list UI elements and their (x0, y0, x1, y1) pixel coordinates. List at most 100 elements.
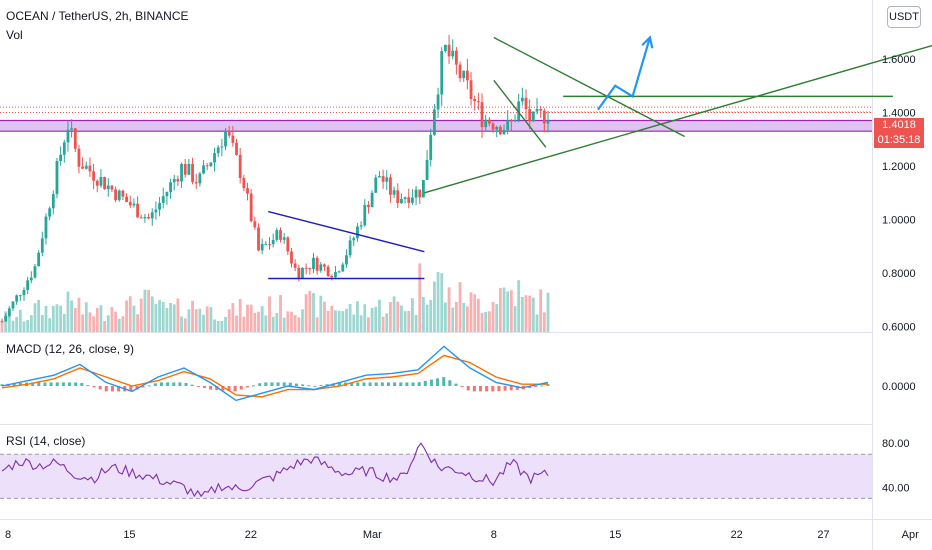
volume-bar (502, 287, 506, 332)
macd-histogram-bar (368, 382, 372, 386)
candle-body (513, 120, 517, 122)
time-tick-label: 8 (491, 529, 497, 541)
candle-body (535, 108, 539, 112)
volume-bar (451, 307, 455, 332)
volume-bar (51, 305, 55, 332)
volume-bar (407, 310, 411, 332)
candle-body (447, 44, 451, 57)
volume-bar (370, 307, 374, 332)
volume-bar (454, 301, 458, 332)
macd-histogram-bar (356, 382, 360, 386)
candle-body (348, 240, 352, 256)
macd-histogram-bar (515, 386, 519, 390)
volume-bar (312, 293, 315, 332)
candle-body (246, 188, 249, 194)
price-tick-label: 1.4000 (882, 107, 916, 119)
candle-body (381, 176, 385, 182)
candle-body (18, 295, 22, 297)
macd-histogram-bar (491, 386, 495, 392)
volume-bar (183, 318, 187, 332)
macd-histogram-bar (442, 377, 446, 386)
macd-histogram-bar (141, 386, 145, 388)
volume-bar (484, 311, 488, 332)
macd-histogram-bar (215, 386, 219, 391)
time-tick-label: 8 (5, 529, 11, 541)
volume-bar (92, 316, 96, 332)
time-tick-label: 15 (609, 529, 621, 541)
volume-bar (220, 320, 224, 332)
candle-body (260, 243, 264, 251)
candle-body (77, 148, 81, 167)
volume-bar (18, 309, 22, 332)
candle-body (315, 257, 319, 271)
drawings (268, 35, 932, 280)
candle-body (154, 209, 158, 213)
macd-histogram-bar (110, 386, 114, 392)
symbol-title: OCEAN / TetherUS, 2h, BINANCE (6, 9, 189, 23)
volume-bar (117, 318, 121, 332)
candle-body (422, 179, 425, 198)
volume-bar (465, 306, 469, 332)
candle-body (396, 190, 400, 204)
candle-body (356, 226, 359, 239)
volume-bar (297, 317, 301, 332)
volume-bar (308, 290, 312, 332)
macd-histogram-bar (233, 386, 237, 392)
candle-body (103, 176, 107, 190)
macd-histogram-bar (227, 386, 231, 391)
candle-body (191, 163, 194, 183)
last-price-badge: 1.4018 (874, 118, 924, 133)
candle-body (546, 120, 550, 124)
candle-body (202, 165, 205, 174)
macd-histogram-bar (221, 386, 225, 391)
candle-body (341, 264, 345, 272)
macd-histogram-bar (270, 382, 274, 386)
volume-bar (290, 311, 293, 332)
volume-bar (216, 320, 220, 332)
volume-bar (517, 280, 521, 332)
volume-bar (531, 297, 535, 332)
volume-bar (95, 307, 99, 332)
macd-histogram-bar (325, 384, 329, 386)
volume-bar (385, 313, 389, 332)
volume-bar (301, 309, 304, 332)
macd-label: MACD (12, 26, close, 9) (6, 342, 135, 356)
volume-bar (348, 303, 352, 332)
macd-histogram-bar (43, 382, 47, 386)
candle-body (29, 277, 33, 281)
volume-bar (40, 315, 44, 332)
candle-body (495, 126, 499, 130)
rsi-tick-label: 40.00 (882, 482, 910, 494)
macd-histogram-bar (509, 386, 513, 391)
candle-body (425, 159, 429, 180)
candle-body (506, 120, 510, 130)
price-tick-label: 0.6000 (882, 322, 916, 334)
volume-bar (498, 288, 502, 332)
candle-body (99, 176, 103, 186)
macd-histogram-bar (399, 382, 403, 386)
candle-body (385, 177, 389, 182)
macd-histogram-bar (184, 382, 188, 386)
rsi-label: RSI (14, close) (6, 434, 86, 448)
macd-histogram-bar (466, 386, 470, 391)
currency-button[interactable]: USDT (887, 6, 921, 28)
volume-bar (480, 312, 484, 332)
volume-bar (77, 297, 81, 332)
volume-bar (238, 299, 242, 332)
volume-bar (202, 314, 205, 332)
volume-bar (542, 312, 546, 332)
volume-bar (26, 320, 30, 332)
candle-body (117, 190, 121, 201)
candle-body (491, 123, 495, 130)
candle-body (81, 166, 85, 169)
candle-body (238, 154, 242, 178)
macd-histogram-bar (534, 386, 538, 387)
candle-body (235, 142, 238, 155)
candle-body (33, 266, 37, 278)
macd-histogram-bar (405, 382, 409, 386)
volume-bar (425, 304, 429, 332)
candle-body (165, 192, 169, 197)
candle-body (411, 197, 414, 203)
macd-histogram-bar (411, 382, 415, 386)
